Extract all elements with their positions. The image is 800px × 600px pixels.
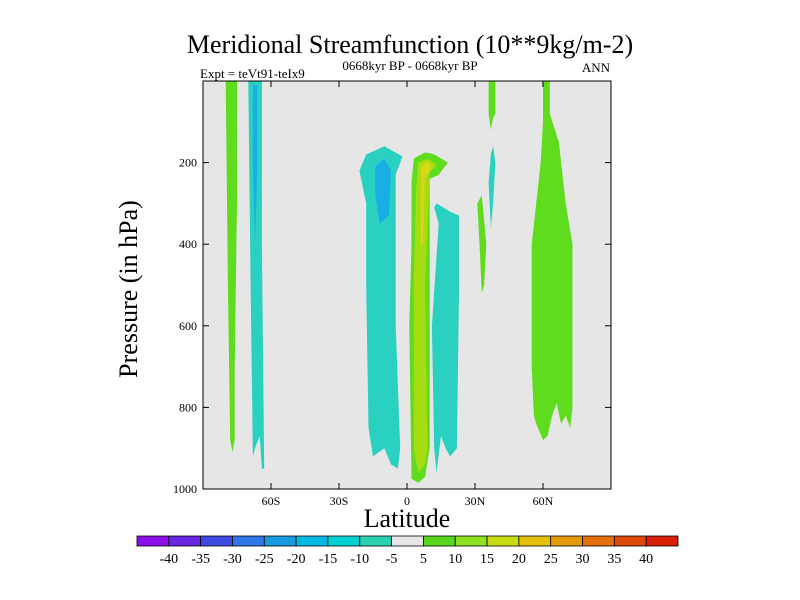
y-tick-label: 1000 bbox=[173, 482, 197, 496]
experiment-label: Expt = teVt91-teIx9 bbox=[200, 66, 305, 81]
colorbar-label: 15 bbox=[480, 552, 494, 567]
colorbar-label: -10 bbox=[350, 552, 369, 567]
colorbar-label: -35 bbox=[191, 552, 210, 567]
period-label: 0668kyr BP - 0668kyr BP bbox=[342, 58, 477, 73]
contour-eq-core-10 bbox=[413, 158, 437, 473]
x-tick-label: 30N bbox=[465, 494, 486, 508]
contour-band-70s-core bbox=[252, 85, 258, 245]
colorbar-swatch bbox=[168, 535, 202, 547]
contour-nh-60-positive bbox=[531, 81, 573, 440]
colorbar: -40 -35 -30 -25 -20 -15 -10 -5 5 10 15 20 25 30 35 40 bbox=[136, 535, 679, 567]
contour-sh-hadley-core bbox=[375, 158, 392, 224]
colorbar-swatch bbox=[550, 535, 583, 547]
colorbar-swatch bbox=[359, 535, 392, 547]
contour-eq-core-15 bbox=[420, 161, 432, 245]
y-axis-label: Pressure (in hPa) bbox=[114, 200, 143, 378]
colorbar-swatch bbox=[327, 535, 361, 547]
colorbar-label: -40 bbox=[159, 552, 178, 567]
y-tick-label: 400 bbox=[179, 237, 197, 251]
colorbar-swatch bbox=[136, 535, 170, 547]
colorbar-label: -15 bbox=[319, 552, 338, 567]
colorbar-swatch bbox=[391, 535, 424, 547]
chart-title: Meridional Streamfunction (10**9kg/m-2) bbox=[187, 30, 633, 59]
colorbar-label: 20 bbox=[512, 552, 526, 567]
contour-nh-38-negative bbox=[488, 146, 496, 228]
colorbar-label: -25 bbox=[255, 552, 274, 567]
y-tick-label: 600 bbox=[179, 319, 197, 333]
colorbar-swatch bbox=[295, 535, 329, 547]
season-label: ANN bbox=[582, 60, 611, 75]
colorbar-swatch bbox=[454, 535, 488, 547]
colorbar-swatch bbox=[200, 535, 233, 547]
x-axis-label: Latitude bbox=[364, 504, 451, 533]
contour-sh-hadley-negative bbox=[359, 146, 403, 469]
colorbar-swatch bbox=[645, 535, 679, 547]
colorbar-label: 10 bbox=[448, 552, 462, 567]
colorbar-label: 25 bbox=[544, 552, 558, 567]
colorbar-swatch bbox=[486, 535, 520, 547]
colorbar-label: 5 bbox=[420, 552, 427, 567]
colorbar-swatch bbox=[263, 535, 297, 547]
x-tick-label: 0 bbox=[404, 494, 410, 508]
colorbar-swatch bbox=[582, 535, 615, 547]
contour-nh-38-positive bbox=[488, 81, 496, 130]
colorbar-label: 35 bbox=[607, 552, 621, 567]
contour-nh-30-positive bbox=[477, 195, 487, 294]
colorbar-label: -30 bbox=[223, 552, 242, 567]
x-tick-label: 60N bbox=[533, 494, 554, 508]
contour-band-70s-negative bbox=[248, 81, 265, 469]
plot-area: 60S 30S 0 30N 60N 200 400 600 800 1000 bbox=[173, 80, 612, 508]
contour-band-85s-positive bbox=[225, 81, 237, 453]
y-tick-label: 200 bbox=[179, 156, 197, 170]
colorbar-swatch bbox=[518, 535, 552, 547]
x-tick-label: 30S bbox=[330, 494, 349, 508]
colorbar-label: -5 bbox=[386, 552, 398, 567]
colorbar-label: 30 bbox=[576, 552, 590, 567]
x-tick-label: 60S bbox=[262, 494, 281, 508]
y-tick-label: 800 bbox=[179, 400, 197, 414]
colorbar-swatch bbox=[423, 535, 456, 547]
axis-ticks: 60S 30S 0 30N 60N 200 400 600 800 1000 bbox=[173, 81, 611, 508]
contour-regions bbox=[225, 81, 573, 483]
colorbar-swatch bbox=[232, 535, 265, 547]
colorbar-label: 40 bbox=[639, 552, 653, 567]
colorbar-label: -20 bbox=[287, 552, 306, 567]
colorbar-swatch bbox=[613, 535, 647, 547]
contour-nh-negative bbox=[431, 203, 460, 473]
